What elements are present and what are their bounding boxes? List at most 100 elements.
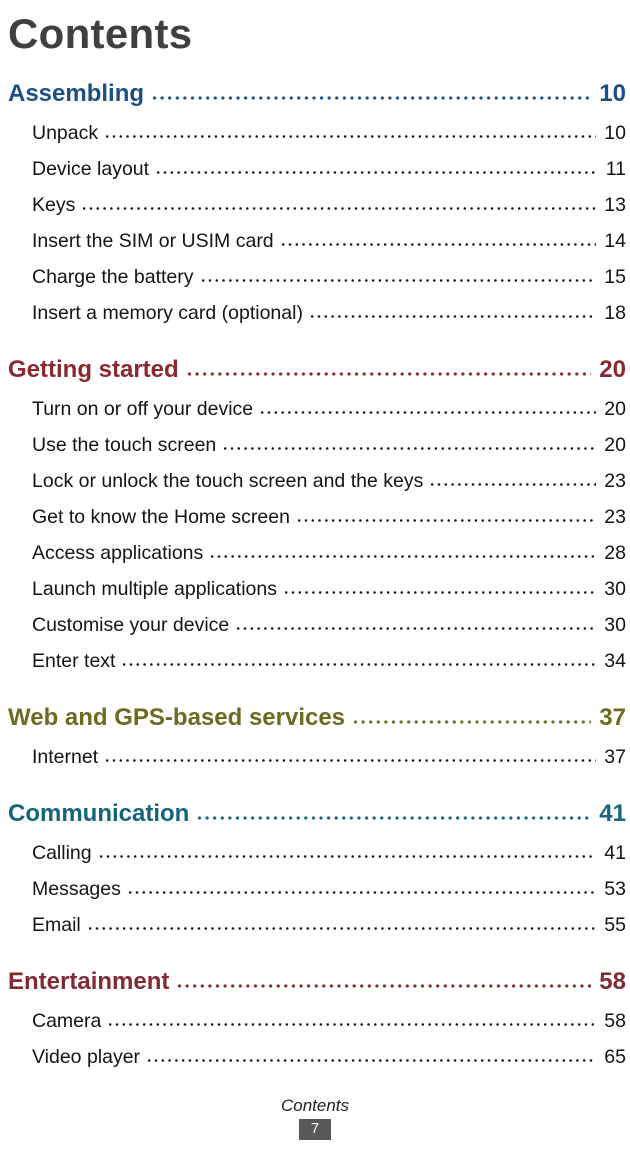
- dot-leader: [200, 278, 597, 283]
- toc-entry-row[interactable]: Use the touch screen 20: [8, 427, 626, 463]
- toc-entry-title: Insert the SIM or USIM card: [32, 230, 274, 252]
- toc-section-title: Assembling: [8, 80, 145, 107]
- footer-section-label: Contents: [280, 1096, 350, 1115]
- dot-leader: [280, 242, 597, 247]
- toc-section-page: 58: [599, 968, 626, 995]
- toc-section-title: Entertainment: [8, 968, 170, 995]
- toc-section-heading[interactable]: Web and GPS-based services 37: [8, 704, 626, 732]
- dot-leader: [127, 890, 597, 895]
- toc-entry-page: 23: [604, 506, 626, 528]
- dot-leader: [197, 815, 592, 821]
- toc-entry-page: 13: [604, 194, 626, 216]
- toc-entry-row[interactable]: Insert the SIM or USIM card 14: [8, 223, 626, 259]
- toc-section-title: Web and GPS-based services: [8, 704, 346, 731]
- dot-leader: [87, 926, 597, 931]
- toc-entry-title: Internet: [32, 746, 99, 768]
- toc-section-entertainment: Entertainment 58 Camera 58 Video player …: [8, 968, 626, 1075]
- toc-entry-row[interactable]: Lock or unlock the touch screen and the …: [8, 463, 626, 499]
- toc-entry-row[interactable]: Insert a memory card (optional) 18: [8, 295, 626, 331]
- toc-section-web-gps-services: Web and GPS-based services 37 Internet 3…: [8, 704, 626, 775]
- dot-leader: [156, 170, 598, 175]
- toc-entry-page: 14: [604, 230, 626, 252]
- toc-section-assembling: Assembling 10 Unpack 10 Device layout 11…: [8, 80, 626, 331]
- dot-leader: [152, 95, 592, 101]
- toc-section-title: Communication: [8, 800, 190, 827]
- toc-entry-page: 10: [604, 122, 626, 144]
- toc-entry-row[interactable]: Internet 37: [8, 739, 626, 775]
- toc-section-page: 10: [599, 80, 626, 107]
- toc-entry-title: Charge the battery: [32, 266, 194, 288]
- toc-entry-page: 41: [604, 842, 626, 864]
- toc-section-page: 41: [599, 800, 626, 827]
- toc-entry-row[interactable]: Turn on or off your device 20: [8, 391, 626, 427]
- dot-leader: [147, 1058, 597, 1063]
- dot-leader: [236, 626, 597, 631]
- toc-entry-page: 55: [604, 914, 626, 936]
- toc-entry-page: 20: [604, 398, 626, 420]
- toc-entry-row[interactable]: Enter text 34: [8, 643, 626, 679]
- toc-entry-title: Enter text: [32, 650, 116, 672]
- toc-entry-title: Get to know the Home screen: [32, 506, 290, 528]
- toc-section-getting-started: Getting started 20 Turn on or off your d…: [8, 356, 626, 679]
- toc-entry-row[interactable]: Video player 65: [8, 1039, 626, 1075]
- toc-entry-title: Video player: [32, 1046, 141, 1068]
- toc-entry-row[interactable]: Messages 53: [8, 871, 626, 907]
- dot-leader: [177, 983, 592, 989]
- toc-section-title: Getting started: [8, 356, 179, 383]
- toc-entry-row[interactable]: Calling 41: [8, 835, 626, 871]
- page-title: Contents: [8, 10, 193, 57]
- toc-entry-title: Use the touch screen: [32, 434, 217, 456]
- toc-entry-title: Messages: [32, 878, 121, 900]
- toc-entry-page: 30: [604, 578, 626, 600]
- toc-section-page: 20: [599, 356, 626, 383]
- toc-entry-row[interactable]: Charge the battery 15: [8, 259, 626, 295]
- toc-entry-row[interactable]: Keys 13: [8, 187, 626, 223]
- dot-leader: [260, 410, 597, 415]
- toc-entry-title: Email: [32, 914, 81, 936]
- toc-entry-row[interactable]: Launch multiple applications 30: [8, 571, 626, 607]
- toc-entry-title: Launch multiple applications: [32, 578, 277, 600]
- toc-entry-row[interactable]: Access applications 28: [8, 535, 626, 571]
- toc-entry-title: Turn on or off your device: [32, 398, 254, 420]
- toc-entry-page: 30: [604, 614, 626, 636]
- toc-entry-page: 58: [604, 1010, 626, 1032]
- dot-leader: [223, 446, 597, 451]
- dot-leader: [82, 206, 597, 211]
- dot-leader: [430, 482, 597, 487]
- toc-entry-row[interactable]: Camera 58: [8, 1003, 626, 1039]
- dot-leader: [98, 854, 597, 859]
- toc-section-heading[interactable]: Getting started 20: [8, 356, 626, 384]
- toc-entry-title: Lock or unlock the touch screen and the …: [32, 470, 424, 492]
- toc-entry-title: Keys: [32, 194, 76, 216]
- toc-entry-row[interactable]: Unpack 10: [8, 115, 626, 151]
- toc-entry-page: 11: [605, 158, 626, 180]
- dot-leader: [186, 371, 592, 377]
- dot-leader: [105, 758, 597, 763]
- toc-section-heading[interactable]: Communication 41: [8, 800, 626, 828]
- toc-section-page: 37: [599, 704, 626, 731]
- toc-entry-title: Customise your device: [32, 614, 230, 636]
- toc-entry-row[interactable]: Customise your device 30: [8, 607, 626, 643]
- toc-entry-page: 28: [604, 542, 626, 564]
- toc-entry-page: 53: [604, 878, 626, 900]
- toc-section-heading[interactable]: Entertainment 58: [8, 968, 626, 996]
- page-footer: Contents 7: [0, 1096, 630, 1140]
- toc-entry-row[interactable]: Email 55: [8, 907, 626, 943]
- toc-entry-page: 34: [604, 650, 626, 672]
- toc-entry-page: 23: [604, 470, 626, 492]
- toc-entry-row[interactable]: Device layout 11: [8, 151, 626, 187]
- dot-leader: [309, 314, 597, 319]
- toc-entry-page: 37: [604, 746, 626, 768]
- page-number-badge: 7: [299, 1119, 331, 1140]
- dot-leader: [105, 134, 597, 139]
- toc-entry-title: Insert a memory card (optional): [32, 302, 303, 324]
- dot-leader: [122, 662, 597, 667]
- toc-entry-title: Unpack: [32, 122, 99, 144]
- toc-entry-title: Device layout: [32, 158, 150, 180]
- dot-leader: [296, 518, 597, 523]
- toc-entry-page: 18: [604, 302, 626, 324]
- toc-entry-row[interactable]: Get to know the Home screen 23: [8, 499, 626, 535]
- dot-leader: [353, 719, 592, 725]
- toc-section-communication: Communication 41 Calling 41 Messages 53 …: [8, 800, 626, 943]
- toc-section-heading[interactable]: Assembling 10: [8, 80, 626, 108]
